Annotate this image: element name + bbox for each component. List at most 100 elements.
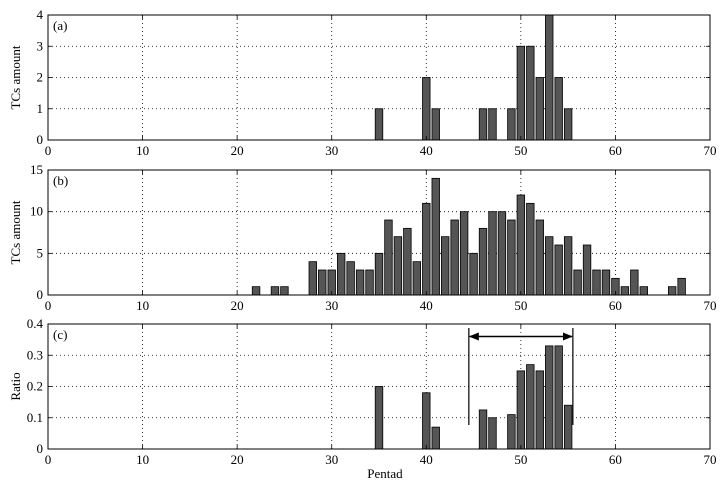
bar <box>403 227 412 296</box>
x-tick-label: 50 <box>514 452 527 467</box>
bar <box>526 202 535 296</box>
bar <box>478 409 488 450</box>
y-tick-label: 5 <box>37 245 44 260</box>
bar <box>374 252 384 296</box>
x-tick-label: 30 <box>325 143 338 158</box>
bar <box>422 77 431 141</box>
chart-panel: 0 10 20 30 40 50 60 70 0 5 10 15 TCs amount (b) <box>8 162 717 313</box>
x-tick-label: 40 <box>420 298 433 313</box>
x-tick-label: 70 <box>704 452 717 467</box>
bar <box>545 14 554 141</box>
bar <box>431 177 440 296</box>
bar <box>308 261 317 296</box>
bar <box>478 108 488 141</box>
bar <box>336 252 346 296</box>
bar <box>563 108 573 141</box>
x-tick-label: 40 <box>420 452 433 467</box>
bar <box>516 194 526 296</box>
bar <box>639 286 648 296</box>
bar <box>280 286 289 296</box>
x-tick-label: 60 <box>609 143 622 158</box>
x-tick-label: 10 <box>136 452 149 467</box>
bar <box>384 219 393 296</box>
bar <box>459 211 469 296</box>
bar <box>620 286 630 296</box>
x-tick-label: 50 <box>514 298 527 313</box>
x-tick-label: 70 <box>704 298 717 313</box>
y-tick-label: 2 <box>37 70 44 85</box>
bar <box>478 227 488 296</box>
bar <box>318 269 327 296</box>
y-tick-label: 0.4 <box>27 316 44 331</box>
x-tick-label: 30 <box>325 452 338 467</box>
bar <box>526 364 535 450</box>
y-tick-label: 4 <box>37 7 44 22</box>
bar <box>507 108 516 141</box>
bar <box>374 108 384 141</box>
y-tick-label: 1 <box>37 101 44 116</box>
bar <box>431 108 440 141</box>
panel-tag: (b) <box>53 173 68 188</box>
bar <box>563 236 573 296</box>
plot-frame <box>47 169 711 296</box>
figure-xlabel: Pentad <box>367 466 403 481</box>
bar <box>582 244 592 296</box>
y-tick-label: 0.3 <box>27 347 43 362</box>
bar <box>554 345 563 450</box>
bar <box>346 261 355 296</box>
bar <box>545 345 554 450</box>
y-tick-label: 0.1 <box>27 410 43 425</box>
bar <box>526 45 535 141</box>
chart-panel: 0 10 20 30 40 50 60 70 0 1 2 3 4 TCs amount (a) <box>8 7 717 158</box>
y-axis-label: TCs amount <box>8 45 23 109</box>
bar <box>374 386 384 450</box>
x-tick-label: 70 <box>704 143 717 158</box>
bar <box>573 269 582 296</box>
bar <box>488 211 497 296</box>
bar <box>535 370 544 450</box>
y-axis-label: Ratio <box>8 372 23 400</box>
bar <box>516 45 526 141</box>
bar <box>469 252 478 296</box>
y-tick-label: 10 <box>30 204 43 219</box>
bar <box>630 269 639 296</box>
bar <box>667 286 677 296</box>
bar <box>592 269 601 296</box>
bar <box>251 286 261 296</box>
bar <box>554 244 563 296</box>
bar <box>422 202 431 296</box>
bar <box>431 426 440 450</box>
y-tick-label: 0 <box>37 132 44 147</box>
x-tick-label: 0 <box>45 452 52 467</box>
panel-tag: (a) <box>53 18 67 33</box>
bar <box>497 211 507 296</box>
x-tick-label: 60 <box>609 298 622 313</box>
chart-panel: 0 10 20 30 40 50 60 70 0 0.1 0.2 0.3 0.4 Ratio (c) <box>8 316 717 467</box>
panel-tag: (c) <box>53 327 67 342</box>
y-tick-label: 0.2 <box>27 379 43 394</box>
bar <box>554 77 563 141</box>
y-tick-label: 3 <box>37 38 44 53</box>
bar <box>601 269 611 296</box>
y-tick-label: 0 <box>37 287 44 302</box>
x-tick-label: 20 <box>231 452 244 467</box>
bar <box>393 236 403 296</box>
bar <box>535 77 544 141</box>
bar <box>450 219 459 296</box>
x-tick-label: 60 <box>609 452 622 467</box>
bar <box>516 370 526 450</box>
bar <box>563 404 573 450</box>
x-tick-label: 0 <box>45 298 52 313</box>
x-tick-label: 50 <box>514 143 527 158</box>
bar <box>365 269 374 296</box>
y-axis-label: TCs amount <box>8 200 23 264</box>
x-tick-label: 40 <box>420 143 433 158</box>
bar <box>412 261 422 296</box>
bar <box>488 108 497 141</box>
x-tick-label: 10 <box>136 143 149 158</box>
bar <box>507 219 516 296</box>
bar <box>535 219 544 296</box>
bar <box>507 414 516 450</box>
bar <box>677 277 686 296</box>
